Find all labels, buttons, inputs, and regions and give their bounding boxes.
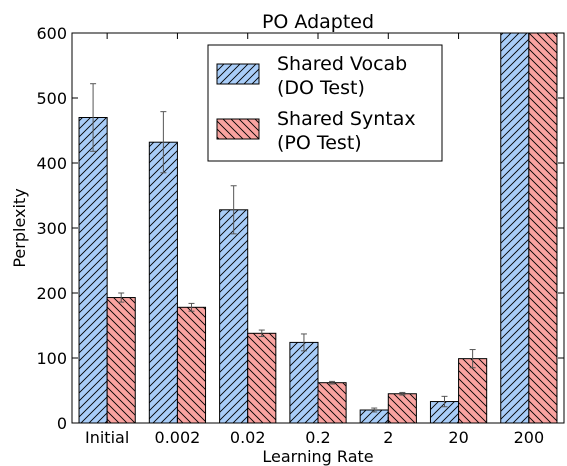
bar-hatch-series0-6 <box>500 32 530 424</box>
bar-hatch-series1-4 <box>387 393 417 424</box>
y-tick-label: 500 <box>36 89 67 108</box>
bars-layer <box>78 32 558 424</box>
legend-label-shared-vocab-line1: Shared Vocab <box>277 53 407 75</box>
x-tick-label: 0.2 <box>305 428 330 447</box>
legend-swatch-shared-syntax-hatch <box>216 118 260 140</box>
x-tick-label: Initial <box>85 428 129 447</box>
error-bar-series0-1 <box>160 111 167 174</box>
x-tick-label: 200 <box>514 428 545 447</box>
legend-swatch-shared-vocab-hatch <box>216 63 260 85</box>
legend: Shared Vocab (DO Test) Shared Syntax (PO… <box>207 44 443 162</box>
bar-hatch-series0-0 <box>78 117 108 424</box>
bar-hatch-series1-2 <box>247 332 277 424</box>
error-bar-series0-4 <box>371 407 378 413</box>
x-axis-label: Learning Rate <box>262 447 373 466</box>
bar-hatch-series1-0 <box>106 297 136 424</box>
x-tick-label: 0.002 <box>155 428 201 447</box>
plot-frame <box>71 32 565 424</box>
y-axis: 0 100 200 300 400 500 600 <box>36 24 564 433</box>
error-bar-series1-3 <box>329 380 336 385</box>
error-bar-series1-0 <box>118 292 125 303</box>
error-bar-series1-1 <box>188 302 195 312</box>
error-bar-series0-0 <box>90 83 97 152</box>
x-axis: Initial 0.002 0.02 0.2 2 20 200 <box>85 33 544 447</box>
y-tick-label: 0 <box>57 414 67 433</box>
legend-label-shared-syntax-line2: (PO Test) <box>277 132 362 154</box>
bar-hatch-series0-3 <box>289 341 319 424</box>
y-axis-label: Perplexity <box>10 188 29 267</box>
x-tick-label: 20 <box>448 428 468 447</box>
y-tick-label: 100 <box>36 349 67 368</box>
bar-hatch-series0-1 <box>148 141 178 424</box>
error-bar-series0-3 <box>300 333 307 352</box>
bar-hatch-series1-5 <box>458 358 488 424</box>
error-bar-series0-5 <box>441 395 448 408</box>
legend-label-shared-syntax-line1: Shared Syntax <box>277 108 416 130</box>
y-tick-label: 400 <box>36 154 67 173</box>
bar-hatch-series0-2 <box>219 209 249 424</box>
error-bar-series1-2 <box>258 329 265 338</box>
y-tick-label: 200 <box>36 284 67 303</box>
chart-title: PO Adapted <box>262 11 374 33</box>
error-bar-series0-2 <box>230 185 237 235</box>
y-tick-label: 300 <box>36 219 67 238</box>
x-tick-label: 0.02 <box>230 428 266 447</box>
bar-hatch-series1-1 <box>176 306 207 424</box>
x-tick-label: 2 <box>383 428 393 447</box>
y-tick-label: 600 <box>36 24 67 43</box>
legend-label-shared-vocab-line2: (DO Test) <box>277 77 365 99</box>
error-bar-series1-5 <box>469 349 476 369</box>
bar-hatch-series1-3 <box>317 382 347 424</box>
error-bar-series1-4 <box>399 391 406 396</box>
bar-hatch-series1-6 <box>528 32 558 424</box>
